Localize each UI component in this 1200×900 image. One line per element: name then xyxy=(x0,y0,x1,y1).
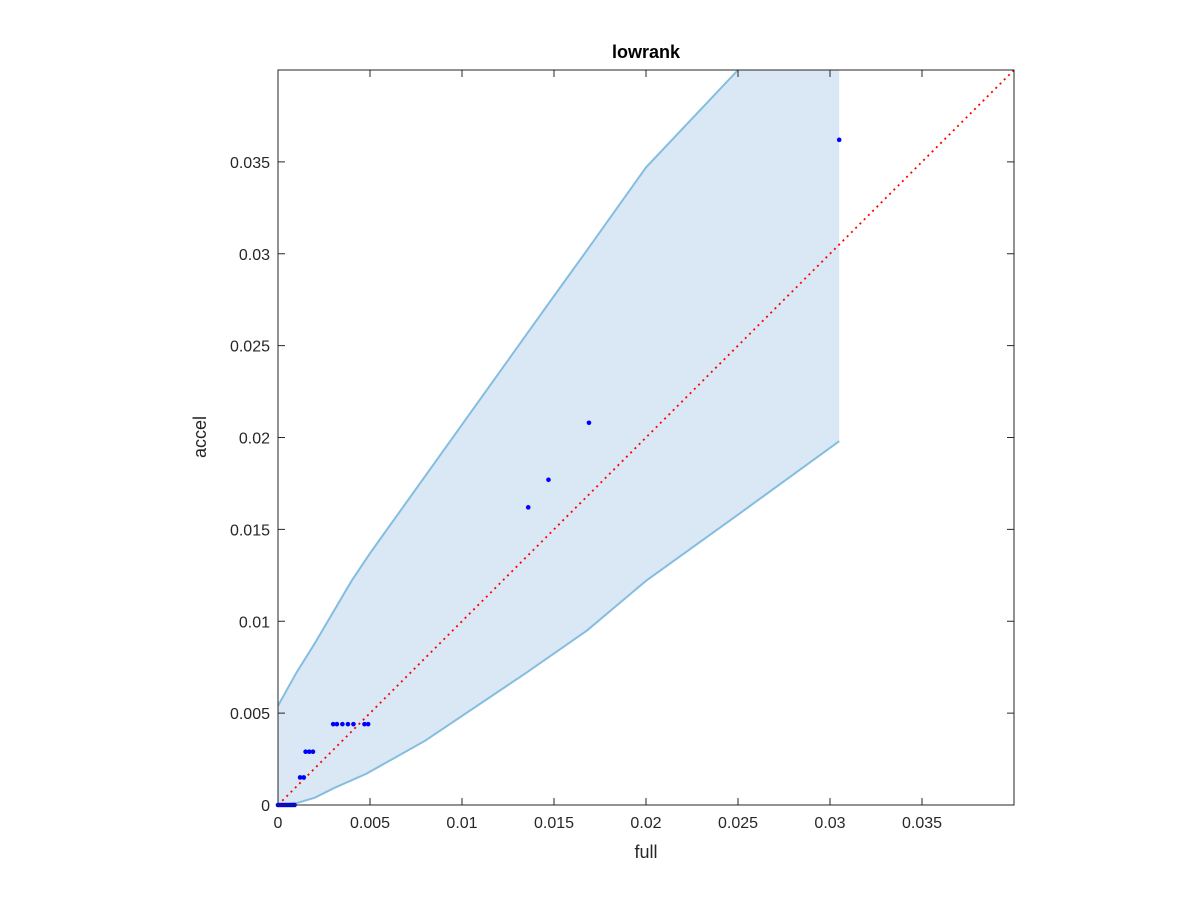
plot-area xyxy=(275,69,1015,808)
x-tick-label: 0.03 xyxy=(814,815,845,832)
data-point xyxy=(306,749,312,755)
x-axis-label: full xyxy=(634,842,657,862)
band-upper-edge xyxy=(277,69,739,707)
data-point xyxy=(330,721,336,727)
data-point xyxy=(546,477,551,483)
data-point xyxy=(334,721,340,727)
data-point xyxy=(301,775,307,780)
y-tick-label: 0.005 xyxy=(230,706,270,723)
data-point xyxy=(297,775,303,780)
data-point xyxy=(836,137,842,143)
y-tick-label: 0.015 xyxy=(230,522,270,539)
y-tick-label: 0.035 xyxy=(230,155,270,172)
y-axis-label: accel xyxy=(190,416,210,458)
x-tick-label: 0.02 xyxy=(630,815,661,832)
band-fill xyxy=(278,70,840,805)
x-tick-label: 0.015 xyxy=(534,815,574,832)
y-tick-label: 0.03 xyxy=(239,247,270,264)
x-tick-label: 0 xyxy=(274,815,283,832)
data-point xyxy=(525,505,531,510)
y-tick-label: 0 xyxy=(261,798,270,815)
y-tick-label: 0.025 xyxy=(230,339,270,356)
x-tick-label: 0.025 xyxy=(718,815,758,832)
chart-title: lowrank xyxy=(612,42,681,62)
axis-ticks: 0 0.005 0.01 0.015 0.02 0.025 0.03 0.035 0 0.005 0… xyxy=(230,70,1014,832)
y-tick-label: 0.02 xyxy=(239,431,270,448)
data-point xyxy=(345,721,351,727)
data-point xyxy=(365,721,371,727)
x-tick-label: 0.01 xyxy=(446,815,477,832)
y-tick-label: 0.01 xyxy=(239,614,270,631)
data-point xyxy=(310,749,316,755)
data-point xyxy=(340,721,345,727)
data-point xyxy=(351,721,356,727)
band-lower-edge xyxy=(277,440,840,806)
x-tick-label: 0.005 xyxy=(350,815,390,832)
data-point xyxy=(362,721,367,727)
data-point xyxy=(303,749,308,755)
x-tick-label: 0.035 xyxy=(902,815,942,832)
data-point xyxy=(586,420,592,426)
